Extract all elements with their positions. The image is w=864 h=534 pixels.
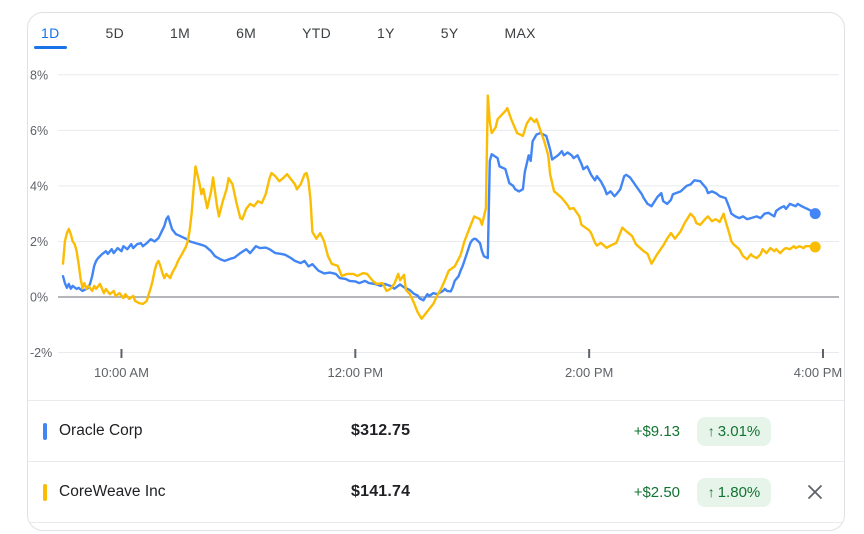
y-axis-label: 4%: [30, 179, 48, 193]
coreweave-inc-end-dot: [809, 241, 821, 253]
x-axis-label: 2:00 PM: [565, 365, 613, 380]
up-arrow-icon: ↑: [707, 423, 715, 439]
quotes-table: Oracle Corp $312.75 +$9.13 ↑ 3.01% CoreW…: [28, 400, 844, 523]
stock-comparison-card: 1D 5D 1M 6M YTD 1Y 5Y MAX 8% 6% 4% 2% 0% -2% 1…: [27, 12, 845, 531]
quote-name-cell: Oracle Corp: [43, 422, 343, 440]
tab-1m[interactable]: 1M: [170, 25, 191, 41]
up-arrow-icon: ↑: [707, 484, 715, 500]
y-axis-label: 0%: [30, 291, 48, 305]
tab-max[interactable]: MAX: [504, 25, 536, 41]
x-axis-label: 12:00 PM: [327, 365, 383, 380]
tab-ytd[interactable]: YTD: [302, 25, 332, 41]
tab-5y[interactable]: 5Y: [440, 25, 459, 41]
x-axis-label: 10:00 AM: [94, 365, 149, 380]
y-axis-label: 6%: [30, 124, 48, 138]
quote-row-coreweave[interactable]: CoreWeave Inc $141.74 +$2.50 ↑ 1.80%: [28, 461, 844, 522]
stock-price: $312.75: [351, 422, 411, 439]
x-axis-label: 4:00 PM: [794, 365, 842, 380]
y-axis-label: 2%: [30, 235, 48, 249]
y-axis-label: -2%: [30, 346, 52, 360]
remove-comparison-button[interactable]: [802, 479, 828, 505]
close-icon: [808, 485, 822, 499]
quote-name-cell: CoreWeave Inc: [43, 483, 343, 501]
y-axis-label: 8%: [30, 68, 48, 82]
oracle-corp-line: [61, 131, 817, 302]
oracle-corp-end-dot: [809, 208, 821, 220]
stock-name: CoreWeave Inc: [59, 483, 166, 500]
tab-5d[interactable]: 5D: [105, 25, 124, 41]
time-range-tabs: 1D 5D 1M 6M YTD 1Y 5Y MAX: [34, 21, 538, 49]
quote-marker-0: [43, 422, 47, 440]
tab-1y[interactable]: 1Y: [377, 25, 395, 41]
stock-price: $141.74: [351, 483, 411, 500]
percent-change-badge: ↑ 3.01%: [696, 416, 772, 446]
stock-change: +$9.13: [633, 422, 680, 440]
percent-change-value: 3.01%: [717, 422, 761, 440]
stock-change: +$2.50: [633, 483, 680, 501]
stock-name: Oracle Corp: [59, 422, 143, 439]
tab-6m[interactable]: 6M: [236, 25, 257, 41]
quote-row-oracle[interactable]: Oracle Corp $312.75 +$9.13 ↑ 3.01%: [28, 400, 844, 461]
price-change-chart[interactable]: 8% 6% 4% 2% 0% -2% 10:00 AM 12:00 PM 2:00 PM 4:00…: [28, 45, 845, 402]
quote-marker-1: [43, 483, 47, 501]
percent-change-badge: ↑ 1.80%: [696, 477, 772, 507]
tab-1d[interactable]: 1D: [34, 21, 66, 49]
percent-change-value: 1.80%: [717, 483, 761, 501]
coreweave-inc-line: [61, 94, 817, 320]
